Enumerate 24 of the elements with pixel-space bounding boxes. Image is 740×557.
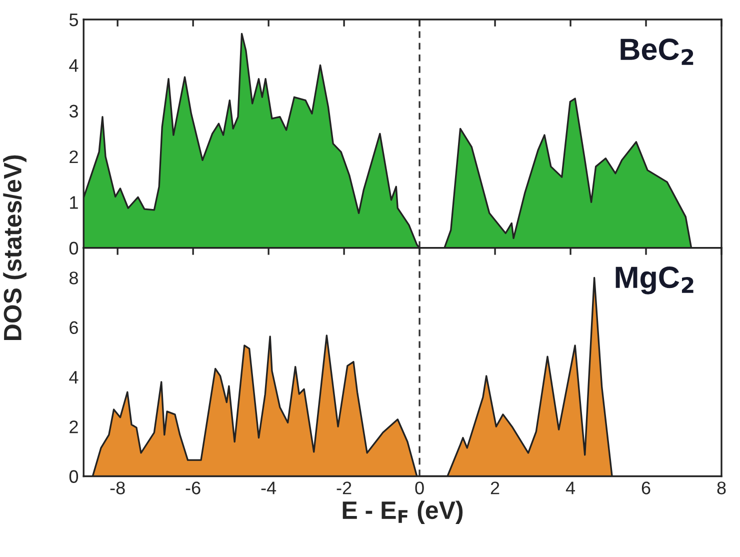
- y-tick-label: 3: [69, 104, 78, 118]
- x-tick-label: 2: [490, 482, 500, 494]
- y-tick-label: 4: [69, 371, 78, 384]
- annotation: MgC$_{2}$: [616, 266, 694, 294]
- y-tick-label: 1: [70, 196, 78, 209]
- y-tick-label: 2: [70, 150, 78, 164]
- x-tick-label: -4: [261, 482, 276, 494]
- y-tick-label: 6: [70, 321, 78, 334]
- y-tick-label: 0: [69, 242, 78, 255]
- x-tick-label: -2: [336, 482, 352, 494]
- x-tick-label: 6: [642, 482, 650, 494]
- y-tick-label: 5: [69, 14, 78, 26]
- x-tick-label: 8: [717, 482, 726, 494]
- annotation: BeC$_{2}$: [620, 38, 694, 65]
- y-axis-title: DOS (states/eV): [3, 155, 26, 340]
- x-axis-title: E - E$_{F}$ (eV): [342, 500, 463, 524]
- y-tick-label: 2: [70, 420, 78, 434]
- x-tick-label: -8: [110, 482, 125, 494]
- x-tick-label: 0: [415, 482, 424, 494]
- x-tick-label: -6: [186, 482, 200, 494]
- y-tick-label: 4: [69, 59, 78, 72]
- y-tick-label: 0: [69, 470, 78, 483]
- y-tick-label: 8: [70, 272, 78, 284]
- x-tick-label: 4: [566, 482, 576, 494]
